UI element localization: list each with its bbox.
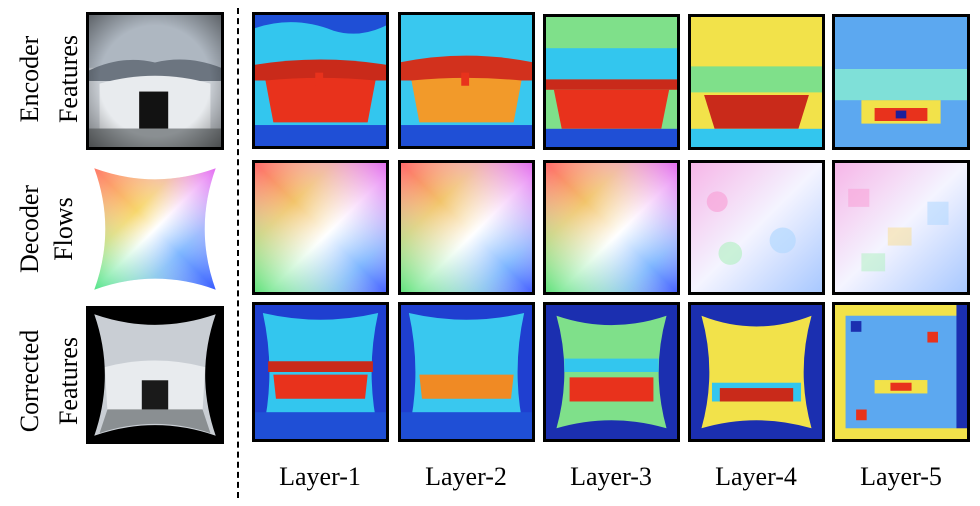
row-label-encoder-line2: Features bbox=[54, 34, 83, 124]
encoder-feature-layer-2 bbox=[398, 12, 535, 149]
input-distorted-image bbox=[86, 12, 224, 150]
corrected-feature-layer-1 bbox=[252, 302, 389, 442]
decoder-flow-layer-1 bbox=[252, 160, 389, 295]
column-divider bbox=[237, 8, 239, 498]
encoder-feature-layer-3 bbox=[543, 14, 680, 150]
row-label-encoder-line1: Encoder bbox=[15, 35, 44, 123]
row-label-decoder-line2: Flows bbox=[49, 197, 78, 261]
encoder-feature-layer-4 bbox=[688, 14, 825, 150]
corrected-feature-layer-4 bbox=[688, 302, 825, 442]
input-corrected-image bbox=[86, 306, 224, 444]
column-label-layer-3: Layer-3 bbox=[570, 462, 652, 491]
column-label-layer-2: Layer-2 bbox=[425, 462, 507, 491]
encoder-feature-layer-1 bbox=[252, 12, 389, 149]
input-flow-map bbox=[86, 160, 224, 298]
decoder-flow-layer-5 bbox=[832, 160, 970, 295]
decoder-flow-layer-2 bbox=[398, 160, 535, 295]
row-label-decoder-line1: Decoder bbox=[15, 184, 44, 274]
row-label-corrected-line2: Features bbox=[54, 336, 83, 426]
corrected-feature-layer-3 bbox=[543, 302, 680, 442]
decoder-flow-layer-3 bbox=[543, 160, 680, 295]
row-label-corrected-line1: Corrected bbox=[15, 329, 44, 433]
decoder-flow-layer-4 bbox=[688, 160, 825, 295]
column-label-layer-4: Layer-4 bbox=[715, 462, 797, 491]
corrected-feature-layer-5 bbox=[832, 302, 970, 442]
column-label-layer-5: Layer-5 bbox=[860, 462, 942, 491]
corrected-feature-layer-2 bbox=[398, 302, 535, 442]
encoder-feature-layer-5 bbox=[832, 14, 970, 150]
column-label-layer-1: Layer-1 bbox=[279, 462, 361, 491]
